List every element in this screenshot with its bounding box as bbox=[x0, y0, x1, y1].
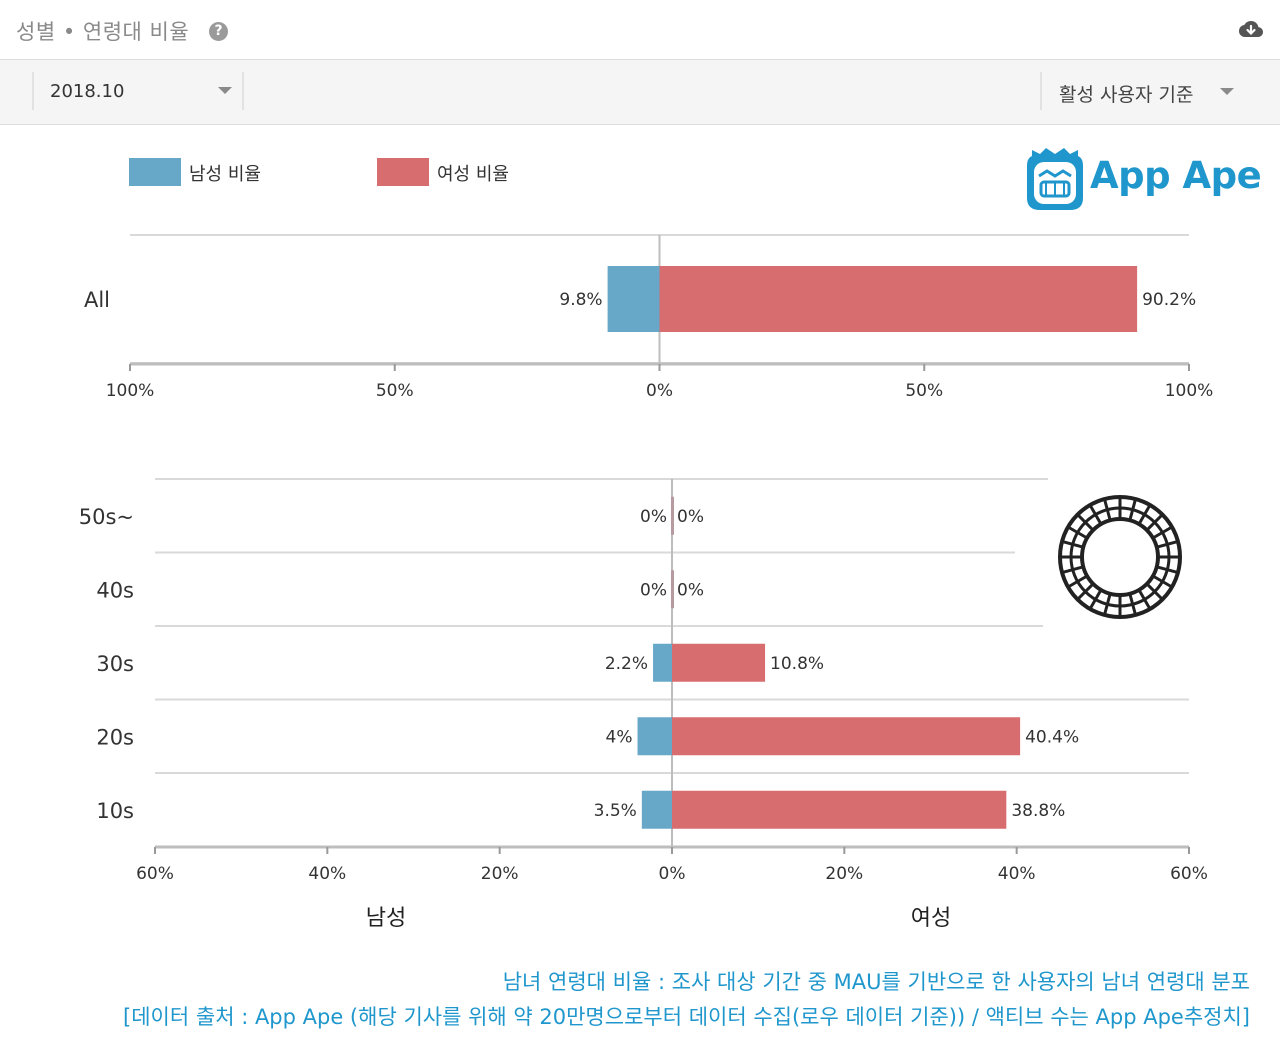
chevron-down-icon bbox=[218, 87, 232, 94]
ring-spoke bbox=[1145, 582, 1164, 601]
male-bar bbox=[641, 790, 672, 829]
category-label: 50s~ bbox=[79, 505, 134, 529]
female-data-label: 40.4% bbox=[1025, 727, 1079, 747]
ring-spoke bbox=[1061, 565, 1084, 574]
x-tick-label: 50% bbox=[905, 381, 943, 401]
male-bar bbox=[607, 266, 660, 332]
female-bar bbox=[672, 790, 1007, 829]
toolbar-divider bbox=[242, 72, 244, 110]
ring-spoke bbox=[1137, 589, 1152, 610]
male-data-label: 0% bbox=[640, 507, 667, 527]
male-data-label: 9.8% bbox=[559, 290, 602, 310]
female-side-label: 여성 bbox=[911, 906, 951, 931]
user-basis-select-value: 활성 사용자 기준 bbox=[1059, 84, 1194, 106]
ring-spoke bbox=[1128, 593, 1137, 616]
female-bar bbox=[659, 266, 1138, 332]
ring-spoke bbox=[1156, 540, 1179, 549]
ring-spoke bbox=[1088, 504, 1103, 525]
cloud-download-icon[interactable] bbox=[1238, 19, 1264, 41]
ring-spoke bbox=[1067, 525, 1088, 540]
x-tick-label: 40% bbox=[998, 864, 1036, 884]
category-label: 40s bbox=[96, 578, 134, 602]
user-basis-select[interactable]: 활성 사용자 기준 bbox=[1048, 74, 1248, 110]
x-tick-label: 60% bbox=[1170, 864, 1208, 884]
overall-gender-chart: 100% 50% 0% 50% 100% All 9.8% 90.2% bbox=[84, 234, 1214, 401]
x-tick-label: 20% bbox=[825, 864, 863, 884]
toolbar-divider bbox=[32, 72, 34, 110]
toolbar-divider bbox=[1040, 72, 1042, 110]
ring-spoke bbox=[1103, 593, 1112, 616]
category-label: All bbox=[84, 288, 110, 312]
date-select[interactable]: 2018.10 bbox=[40, 74, 236, 110]
x-tick-label: 20% bbox=[481, 864, 519, 884]
female-data-label: 10.8% bbox=[770, 654, 824, 674]
brand-name: App Ape bbox=[1090, 154, 1262, 197]
ape-face-icon bbox=[1027, 148, 1083, 210]
legend-female-label: 여성 비율 bbox=[437, 164, 509, 185]
legend-female[interactable]: 여성 비율 bbox=[377, 158, 597, 186]
zero-bar bbox=[671, 570, 674, 609]
app-ape-logo: App Ape bbox=[1026, 146, 1262, 212]
ring-spoke bbox=[1128, 498, 1137, 521]
x-tick-label: 40% bbox=[308, 864, 346, 884]
female-data-label: 0% bbox=[677, 580, 704, 600]
category-label: 10s bbox=[96, 799, 134, 823]
ring-spoke bbox=[1076, 582, 1095, 601]
male-side-label: 남성 bbox=[366, 906, 406, 931]
category-label: 20s bbox=[96, 725, 134, 749]
male-data-label: 2.2% bbox=[605, 654, 648, 674]
date-select-value: 2018.10 bbox=[50, 81, 125, 102]
ring-spoke bbox=[1103, 498, 1112, 521]
x-tick-label: 100% bbox=[1165, 381, 1214, 401]
x-tick-label: 100% bbox=[106, 381, 155, 401]
panel-title: 성별 • 연령대 비율 bbox=[16, 20, 190, 44]
ring-spoke bbox=[1067, 574, 1088, 589]
x-tick-label: 50% bbox=[376, 381, 414, 401]
male-bar bbox=[653, 643, 672, 682]
ring-spoke bbox=[1152, 574, 1173, 589]
male-data-label: 0% bbox=[640, 580, 667, 600]
ring-spoke bbox=[1137, 504, 1152, 525]
app-ring-logo-icon bbox=[1058, 495, 1182, 619]
chevron-down-icon bbox=[1220, 88, 1234, 95]
legend-female-swatch bbox=[377, 158, 429, 186]
question-circle-icon[interactable]: ? bbox=[209, 22, 228, 41]
filter-toolbar: 2018.10 활성 사용자 기준 bbox=[0, 59, 1280, 125]
female-data-label: 38.8% bbox=[1011, 801, 1065, 821]
female-data-label: 90.2% bbox=[1142, 290, 1196, 310]
footer-source: [데이터 출처 : App Ape (해당 기사를 위해 약 20만명으로부터 … bbox=[123, 1005, 1250, 1029]
age-gender-chart: 60% 40% 20% 0% 20% 40% 60% 50s~ 0% 0% 40s 0% 0% 30s 2.… bbox=[79, 478, 1208, 931]
panel-header: 성별 • 연령대 비율 ? bbox=[0, 0, 1280, 59]
male-data-label: 4% bbox=[606, 727, 633, 747]
legend-male[interactable]: 남성 비율 bbox=[129, 158, 349, 186]
footer-description: 남녀 연령대 비율 : 조사 대상 기간 중 MAU를 기반으로 한 사용자의 … bbox=[502, 970, 1250, 994]
ring-spoke bbox=[1088, 589, 1103, 610]
legend-male-label: 남성 비율 bbox=[189, 164, 261, 185]
x-tick-label: 60% bbox=[136, 864, 174, 884]
female-data-label: 0% bbox=[677, 507, 704, 527]
legend-male-swatch bbox=[129, 158, 181, 186]
x-tick-label: 0% bbox=[646, 381, 673, 401]
ring-spoke bbox=[1156, 565, 1179, 574]
ring-spoke bbox=[1145, 513, 1164, 532]
ring-spoke bbox=[1076, 513, 1095, 532]
male-bar bbox=[637, 717, 672, 756]
female-bar bbox=[672, 717, 1021, 756]
female-bar bbox=[672, 643, 766, 682]
ring-spoke bbox=[1061, 540, 1084, 549]
ring-spoke bbox=[1152, 525, 1173, 540]
male-data-label: 3.5% bbox=[594, 801, 637, 821]
zero-bar bbox=[671, 496, 674, 535]
x-tick-label: 0% bbox=[659, 864, 686, 884]
category-label: 30s bbox=[96, 652, 134, 676]
